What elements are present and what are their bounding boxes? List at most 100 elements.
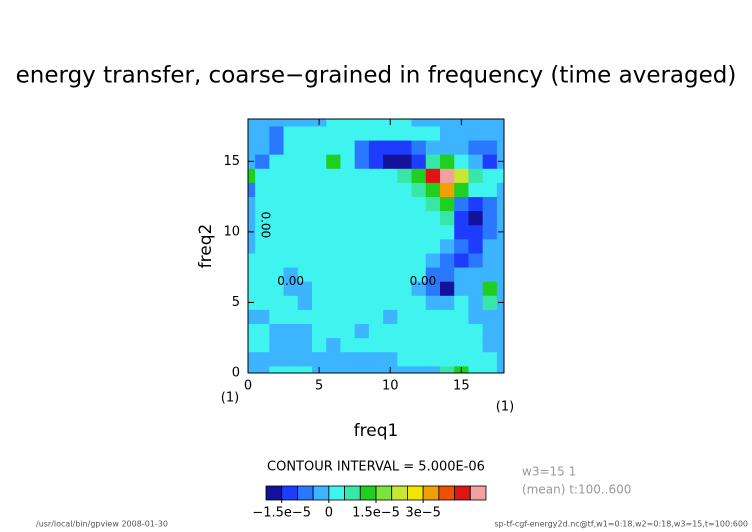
- contour-cell: [326, 182, 341, 198]
- contour-cell: [383, 210, 398, 226]
- contour-cell: [248, 351, 256, 367]
- contour-cell: [283, 224, 299, 240]
- contour-cell: [326, 168, 341, 183]
- contour-cell: [354, 210, 370, 226]
- contour-cell: [496, 238, 505, 254]
- contour-cell: [383, 309, 398, 325]
- contour-cell: [425, 140, 441, 155]
- y-tick-label: 5: [232, 295, 240, 310]
- contour-cell: [340, 365, 356, 374]
- contour-cell: [269, 126, 284, 141]
- contour-cell: [496, 168, 505, 183]
- contour-cell: [425, 253, 441, 268]
- contour-cell: [340, 140, 356, 155]
- contour-cell: [269, 119, 284, 127]
- contour-cell: [340, 119, 356, 127]
- contour-cell: [368, 238, 384, 254]
- contour-cell: [397, 126, 412, 141]
- contour-cell: [383, 267, 398, 282]
- contour-cell: [340, 253, 356, 268]
- contour-cell: [397, 253, 412, 268]
- contour-cell: [397, 295, 412, 310]
- contour-cell: [248, 253, 256, 268]
- contour-cell: [269, 224, 284, 240]
- contour-cell: [397, 140, 412, 155]
- contour-cell: [468, 182, 484, 198]
- colorbar-box: [454, 485, 471, 501]
- contour-cell: [269, 210, 284, 226]
- contour-cell: [440, 337, 455, 353]
- contour-cell: [425, 351, 441, 367]
- colorbar-box: [328, 485, 345, 501]
- contour-cell: [354, 337, 370, 353]
- contour-cell: [312, 224, 327, 240]
- contour-cell: [482, 196, 498, 212]
- contour-cell: [326, 281, 341, 296]
- contour-cell: [312, 253, 327, 268]
- contour-cell: [283, 210, 299, 226]
- contour-cell: [482, 140, 498, 155]
- contour-cell: [440, 253, 455, 268]
- contour-cell: [312, 337, 327, 353]
- contour-cell: [454, 323, 469, 339]
- contour-label: 0.00: [277, 274, 304, 288]
- contour-cell: [397, 238, 412, 254]
- x-tick-label: 0: [244, 379, 252, 394]
- colorbar-box: [375, 485, 393, 501]
- contour-cell: [283, 309, 299, 325]
- contour-cell: [269, 182, 284, 198]
- contour-cell: [269, 323, 284, 339]
- contour-cell: [326, 238, 341, 254]
- contour-cell: [425, 281, 441, 296]
- contour-cell: [425, 196, 441, 212]
- contour-cell: [283, 365, 299, 374]
- colorbar-box: [469, 485, 487, 501]
- contour-cell: [482, 295, 498, 310]
- contour-cell: [397, 119, 412, 127]
- contour-cell: [255, 238, 270, 254]
- contour-cell: [248, 210, 256, 226]
- contour-cell: [482, 119, 498, 127]
- contour-cell: [368, 267, 384, 282]
- contour-cell: [482, 323, 498, 339]
- contour-cell: [312, 126, 327, 141]
- contour-cell: [269, 238, 284, 254]
- contour-cell: [411, 365, 427, 374]
- contour-cell: [297, 210, 313, 226]
- contour-cell: [383, 154, 398, 169]
- contour-cell: [411, 295, 427, 310]
- contour-cell: [283, 154, 299, 169]
- contour-cell: [454, 126, 469, 141]
- x-tick-label: 5: [315, 379, 323, 394]
- contour-cell: [468, 210, 484, 226]
- contour-cell: [283, 119, 299, 127]
- contour-cell: [397, 267, 412, 282]
- contour-cell: [397, 154, 412, 169]
- contour-cell: [255, 267, 270, 282]
- contour-cell: [468, 295, 484, 310]
- contour-cell: [326, 154, 341, 169]
- footer-left: /usr/local/bin/gpview 2008-01-30: [36, 520, 168, 529]
- note: w3=15 1: [522, 465, 576, 479]
- contour-cell: [255, 337, 270, 353]
- contour-cell: [454, 253, 469, 268]
- contour-cell: [269, 309, 284, 325]
- contour-cell: [440, 267, 455, 282]
- contour-cell: [354, 224, 370, 240]
- contour-cell: [411, 281, 427, 296]
- contour-cell: [297, 323, 313, 339]
- contour-label: 0.00: [259, 211, 273, 238]
- contour-cell: [283, 168, 299, 183]
- contour-cell: [454, 224, 469, 240]
- contour-cell: [255, 253, 270, 268]
- contour-cell: [255, 365, 270, 374]
- contour-cell: [440, 323, 455, 339]
- y-tick-label: 10: [223, 224, 240, 239]
- contour-cell: [440, 119, 455, 127]
- contour-cell: [312, 196, 327, 212]
- contour-cell: [269, 253, 284, 268]
- contour-cell: [255, 182, 270, 198]
- contour-cell: [425, 238, 441, 254]
- contour-cell: [368, 295, 384, 310]
- contour-cell: [312, 168, 327, 183]
